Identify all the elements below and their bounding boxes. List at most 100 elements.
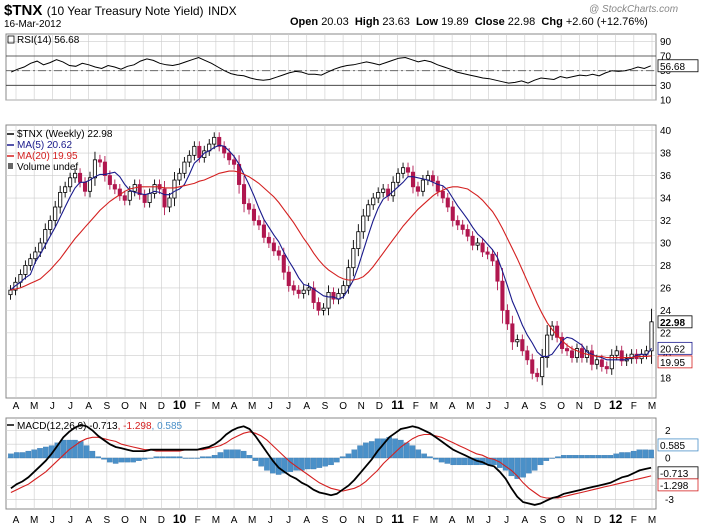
- histogram-bar: [421, 453, 427, 459]
- histogram-bar: [13, 452, 20, 459]
- candle-body: [152, 184, 157, 194]
- signal-last-value: -1.298: [660, 481, 689, 492]
- candle-body: [455, 220, 460, 226]
- x-tick-label: D: [158, 515, 165, 526]
- macd-legend-part: -0.713: [86, 421, 118, 432]
- price-tick-label: 40: [660, 126, 672, 137]
- candle-body: [251, 208, 257, 221]
- x-tick-label: J: [68, 515, 73, 526]
- candle-body: [182, 161, 187, 174]
- macd-tick-label: -3: [665, 495, 674, 506]
- histogram-bar: [72, 439, 78, 459]
- histogram-bar: [549, 457, 555, 459]
- high-value: 23.63: [382, 16, 410, 28]
- x-tick-label: F: [413, 515, 419, 526]
- histogram-bar: [415, 449, 422, 459]
- price-last-close-box: [657, 315, 693, 329]
- x-tick-label: J: [486, 515, 491, 526]
- histogram-bar: [188, 457, 195, 459]
- histogram-bar: [60, 439, 67, 459]
- candle-body: [291, 285, 296, 291]
- x-tick-label: M: [466, 401, 474, 412]
- x-tick-label: N: [140, 401, 147, 412]
- x-tick-label: N: [140, 515, 147, 526]
- candle-body: [137, 184, 142, 196]
- candle-body: [515, 339, 520, 343]
- x-tick-label: 11: [391, 512, 404, 526]
- candle-body: [87, 177, 93, 192]
- candle-body: [435, 180, 440, 192]
- x-tick-label: O: [557, 515, 565, 526]
- candle-body: [510, 323, 515, 343]
- ma20-legend: MA(20) 19.95: [17, 151, 78, 162]
- close-label: Close: [474, 16, 505, 28]
- candle-body: [271, 242, 276, 252]
- x-tick-label: A: [449, 401, 456, 412]
- candle-body: [525, 350, 530, 361]
- price-tick-label: 24: [660, 306, 672, 317]
- candle-body: [306, 287, 311, 291]
- histogram-bar: [130, 457, 136, 463]
- candle-body: [460, 224, 465, 230]
- candle-body: [217, 136, 222, 147]
- low-label: Low: [416, 16, 439, 28]
- histogram-bar: [182, 457, 189, 459]
- candle-body: [351, 248, 356, 269]
- candle-body: [212, 136, 217, 145]
- price-tick-label: 22: [660, 328, 672, 339]
- x-tick-label: F: [195, 515, 201, 526]
- candle-body: [326, 291, 331, 309]
- ohlc-summary: Open 20.03 High 23.63 Low 19.89 Close 22…: [290, 16, 648, 28]
- candle-body: [346, 267, 351, 287]
- candle-body: [495, 260, 500, 282]
- histogram-bar: [252, 457, 259, 461]
- histogram-bar: [124, 457, 131, 463]
- histogram-bar: [392, 438, 398, 459]
- candle-body: [545, 334, 550, 358]
- candle-body: [619, 350, 624, 362]
- volume-legend-swatch: [8, 163, 13, 169]
- histogram-bar: [270, 457, 276, 474]
- histogram-bar: [526, 457, 532, 474]
- x-tick-label: M: [248, 515, 256, 526]
- histogram-bar: [101, 457, 107, 460]
- candle-body: [68, 177, 73, 188]
- candle-body: [440, 190, 445, 199]
- rsi-legend: RSI(14) 56.68: [17, 35, 80, 46]
- x-tick-label: A: [449, 515, 456, 526]
- candle-body: [420, 179, 425, 192]
- x-tick-label: S: [322, 515, 329, 526]
- x-tick-label: A: [85, 515, 92, 526]
- price-tick-label: 30: [660, 238, 672, 249]
- x-tick-label: D: [158, 401, 165, 412]
- x-tick-label: S: [104, 515, 111, 526]
- candle-body: [371, 197, 376, 206]
- histogram-bar: [537, 457, 544, 466]
- candle-body: [82, 181, 88, 192]
- candle-body: [142, 194, 147, 203]
- candle-body: [266, 236, 271, 244]
- x-tick-label: J: [504, 401, 509, 412]
- x-tick-label: A: [85, 401, 92, 412]
- candle-body: [535, 372, 540, 378]
- histogram-bar: [409, 445, 416, 459]
- candle-body: [23, 265, 28, 275]
- chart-date: 16-Mar-2012: [4, 19, 62, 30]
- x-tick-label: J: [268, 515, 273, 526]
- candle-body: [649, 321, 654, 352]
- histogram-bar: [246, 455, 253, 459]
- x-tick-label: M: [248, 401, 256, 412]
- candle-body: [465, 229, 470, 237]
- histogram-bar: [118, 457, 125, 463]
- change-value: +2.60 (+12.76%): [565, 16, 648, 28]
- candle-body: [316, 302, 321, 311]
- candle-body: [356, 231, 361, 249]
- macd-tick-label: 0: [665, 453, 671, 464]
- watermark: @ StockCharts.com: [589, 4, 679, 15]
- x-tick-label: 12: [609, 398, 623, 412]
- candle-body: [604, 366, 609, 370]
- x-tick-label: D: [376, 515, 383, 526]
- histogram-bar: [595, 455, 602, 459]
- candle-body: [197, 145, 202, 158]
